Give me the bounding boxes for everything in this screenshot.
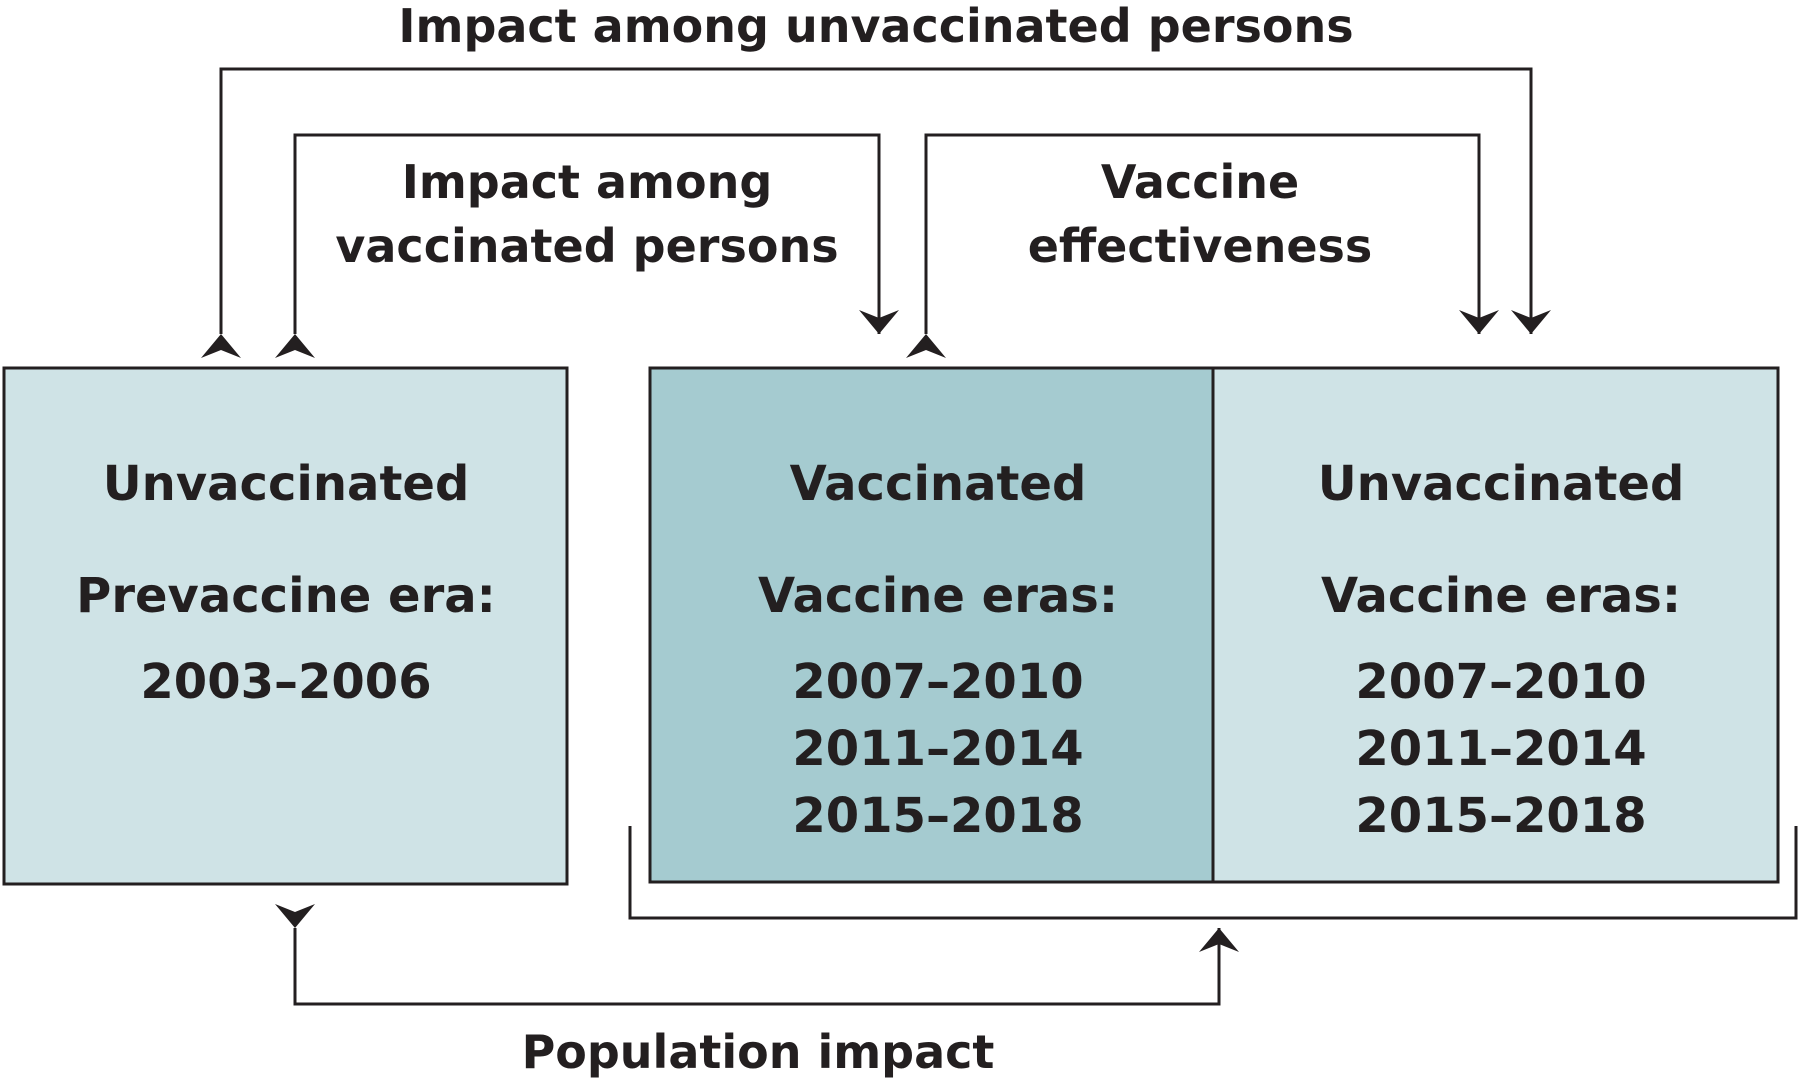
vaccinated-era: 2011–2014 [792,721,1083,777]
vaccinated-era-label: Vaccine eras: [758,568,1118,624]
vaccinated-era: 2007–2010 [792,654,1083,710]
prevaccine-box [2,366,569,886]
vaccinated-impact-arrow [275,133,899,358]
unvaccinated-impact-label: Impact among unvaccinated persons [398,0,1353,53]
unvaccinated-vaccine-era: 2015–2018 [1355,788,1646,844]
vaccinated-impact-label-line2: vaccinated persons [335,219,838,273]
vaccinated-impact-label-line1: Impact among [402,155,773,209]
prevaccine-era-label: Prevaccine era: [76,568,496,624]
prevaccine-era: 2003–2006 [140,654,431,710]
unvaccinated-vaccine-era-heading: Unvaccinated [1318,456,1685,512]
vaccinated-heading: Vaccinated [790,456,1087,512]
unvaccinated-vaccine-era: 2007–2010 [1355,654,1646,710]
unvaccinated-vaccine-era-box [1211,366,1780,884]
effectiveness-label-line1: Vaccine [1101,155,1299,209]
vaccinated-box [648,366,1215,884]
effectiveness-arrow [906,133,1499,358]
unvaccinated-vaccine-era-label: Vaccine eras: [1321,568,1681,624]
unvaccinated-impact-arrow [201,67,1551,358]
effectiveness-label-line2: effectiveness [1028,219,1373,273]
population-impact-label: Population impact [522,1025,995,1079]
vaccinated-era: 2015–2018 [792,788,1083,844]
unvaccinated-vaccine-era: 2011–2014 [1355,721,1646,777]
prevaccine-heading: Unvaccinated [103,456,470,512]
population-impact-arrow [275,904,1239,1006]
